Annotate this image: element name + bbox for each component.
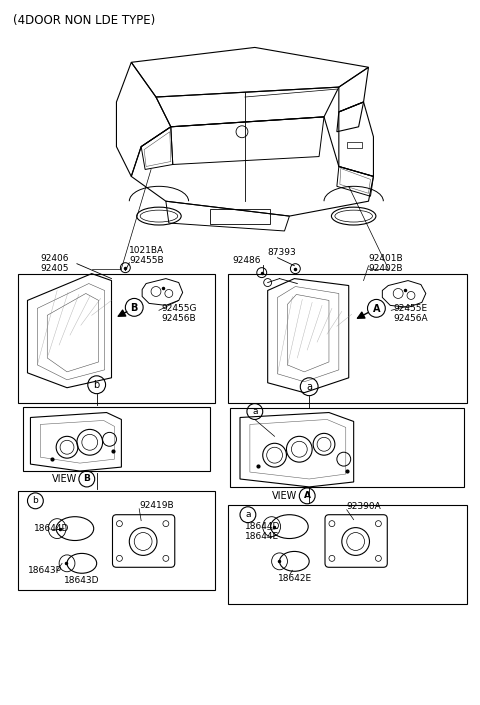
Bar [23,407,210,471]
Text: 18643D: 18643D [64,576,99,584]
Text: 92456B: 92456B [161,314,195,323]
Bar [210,209,270,224]
Text: 87393: 87393 [268,248,297,257]
Text: B: B [84,474,90,484]
Text: 92455G: 92455G [161,304,196,313]
Text: 18643P: 18643P [27,566,61,575]
Text: VIEW: VIEW [272,491,297,501]
Bar [230,407,464,487]
Text: 18644D: 18644D [35,524,70,533]
Text: 18644D: 18644D [245,522,280,531]
Text: VIEW: VIEW [52,474,77,484]
Text: 92406: 92406 [40,255,69,263]
Text: 92455E: 92455E [393,304,427,313]
Text: 18642E: 18642E [277,574,312,583]
Bar [347,142,361,147]
Bar [228,274,468,403]
Text: A: A [304,491,311,501]
Text: 18644E: 18644E [245,532,279,541]
Text: 92390A: 92390A [347,502,382,511]
Text: 92401B: 92401B [369,255,403,263]
Text: 92455B: 92455B [129,256,164,265]
Bar [18,491,216,590]
Text: (4DOOR NON LDE TYPE): (4DOOR NON LDE TYPE) [12,14,155,27]
Text: 1021BA: 1021BA [129,246,165,255]
Text: A: A [372,305,380,314]
Text: a: a [306,381,312,392]
Text: 92419B: 92419B [139,501,174,510]
Text: 92402B: 92402B [369,264,403,273]
Text: a: a [245,510,251,519]
Text: 92405: 92405 [40,264,69,273]
Text: B: B [131,303,138,313]
Text: 92456A: 92456A [393,314,428,323]
Text: b: b [33,496,38,505]
Bar [228,505,468,604]
Bar [18,274,216,403]
Text: 92486: 92486 [232,256,261,265]
Text: b: b [94,380,100,390]
Text: a: a [252,407,258,416]
